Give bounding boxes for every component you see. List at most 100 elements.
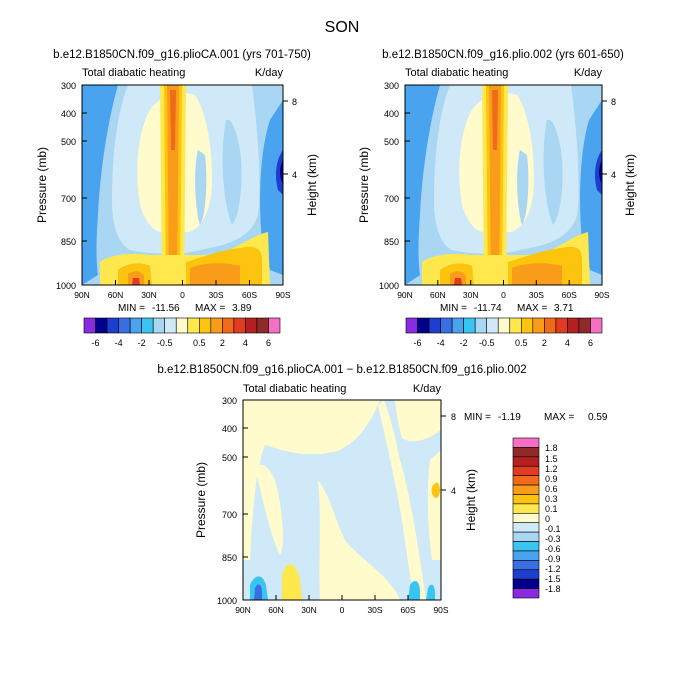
- colorbar-swatch-yellow: [187, 317, 200, 334]
- left-ytick-400: 400: [61, 109, 76, 119]
- colorbar-swatch-dred: [512, 456, 540, 467]
- panel-left-title: b.e12.B1850CN.f09_g16.plioCA.001 (yrs 70…: [53, 49, 311, 61]
- panel-right-title: b.e12.B1850CN.f09_g16.plio.002 (yrs 601-…: [382, 49, 624, 61]
- colorbar-swatch-vlblue: [486, 317, 499, 334]
- right-sh-blue: [580, 100, 602, 275]
- panel-diff-ylabel: Pressure (mb): [194, 462, 208, 538]
- colorbar-swatch-maroon: [512, 447, 540, 458]
- diff-cbar-label-13: -1.2: [545, 564, 561, 574]
- diff-xtick-60N: 60N: [268, 605, 284, 615]
- colorbar-swatch-gold: [198, 317, 212, 334]
- colorbar-swatch-red: [512, 465, 540, 476]
- right-ytick-300: 300: [384, 81, 399, 91]
- diff-cbar-label-5: 0.6: [545, 484, 558, 494]
- diff-max-value: 0.59: [588, 412, 608, 423]
- colorbar-swatch-gold: [512, 494, 540, 505]
- right-ytick-850: 850: [384, 237, 399, 247]
- colorbar-swatch-dblue: [428, 317, 441, 334]
- colorbar-swatch-navy: [512, 578, 540, 589]
- panel-diff-yticks: 300 400 500 700 850 1000: [217, 396, 248, 606]
- left-ytick-300: 300: [61, 81, 76, 91]
- panel-right: b.e12.B1850CN.f09_g16.plio.002 (yrs 601-…: [357, 49, 637, 348]
- colorbar-swatch-dred: [567, 317, 580, 334]
- colorbar-swatch-dorange: [512, 475, 540, 486]
- colorbar-swatch-maroon: [578, 317, 591, 334]
- right-cbar-label-8: 6: [588, 338, 593, 348]
- right-xtick-30N: 30N: [463, 290, 479, 300]
- left-ytick-850: 850: [61, 237, 76, 247]
- left-blue-blob-1: [195, 150, 207, 225]
- left-blue-blob-2: [222, 119, 242, 225]
- right-xtick-60S: 60S: [562, 290, 577, 300]
- diff-cbar-label-10: -0.3: [545, 534, 561, 544]
- left-cbar-label-4: -0.5: [157, 338, 173, 348]
- right-ytick-400: 400: [384, 109, 399, 119]
- diff-max-label: MAX =: [544, 412, 574, 423]
- right-rtick-4: 4: [611, 170, 616, 180]
- right-max-value: 3.71: [554, 303, 574, 314]
- colorbar-swatch-dred: [245, 317, 258, 334]
- colorbar-swatch-purple: [512, 588, 540, 599]
- right-ytick-500: 500: [384, 137, 399, 147]
- panel-diff-ylabel-right: Height (km): [464, 469, 478, 531]
- diff-colorbar-swatches: [512, 437, 540, 599]
- panel-diff-xticks: 90N 60N 30N 0 30S 60S 90S: [235, 595, 449, 615]
- colorbar-swatch-dorange: [222, 317, 235, 334]
- left-cbar-label-3: -2: [138, 338, 146, 348]
- left-cbar-label-7: 4: [243, 338, 248, 348]
- left-sh-blue: [260, 100, 283, 275]
- diff-gold-sh-spot: [431, 482, 440, 498]
- right-xtick-0: 0: [501, 290, 506, 300]
- panel-left-yticks: 300 400 500 700 850 1000: [56, 81, 87, 291]
- left-pbl-red: [132, 278, 140, 285]
- colorbar-swatch-orange: [512, 484, 540, 495]
- diff-blue-nh-sfc: [254, 584, 262, 600]
- diff-cbar-label-11: -0.6: [545, 544, 561, 554]
- diff-min-label: MIN =: [464, 412, 491, 423]
- left-xtick-0: 0: [180, 290, 185, 300]
- diff-ytick-300: 300: [222, 396, 237, 406]
- colorbar-swatch-gold: [520, 317, 534, 334]
- right-xtick-90S: 90S: [594, 290, 609, 300]
- left-itcz-orange: [167, 85, 179, 285]
- diff-cbar-label-8: 0: [545, 514, 550, 524]
- diff-cbar-label-3: 1.2: [545, 464, 558, 474]
- colorbar-swatch-dblue: [106, 317, 119, 334]
- right-cbar-label-3: -2: [460, 338, 468, 348]
- diff-ytick-500: 500: [222, 453, 237, 463]
- colorbar-swatch-pyellow: [497, 317, 511, 334]
- panel-left-ylabel: Pressure (mb): [35, 147, 49, 223]
- diff-xtick-90S: 90S: [433, 605, 448, 615]
- panel-left-xticks: 90N 60N 30N 0 30S 60S 90S: [74, 280, 291, 300]
- diff-min-value: -1.19: [498, 412, 521, 423]
- panel-diff-rticks: 8 4: [441, 412, 456, 496]
- diff-xtick-0: 0: [340, 605, 345, 615]
- colorbar-swatch-blue: [512, 560, 540, 571]
- left-xtick-60N: 60N: [108, 290, 124, 300]
- right-blue-blob-1: [517, 150, 529, 225]
- colorbar-swatch-pyellow: [512, 512, 540, 524]
- left-max-value: 3.89: [232, 303, 252, 314]
- left-sh-dblue: [275, 150, 283, 195]
- panel-left-stats: MIN = -11.56 MAX = 3.89: [118, 303, 252, 314]
- panel-right-colorbar: -6 -4 -2 -0.5 0.5 2 4 6: [405, 317, 603, 348]
- colorbar-swatch-cyan: [141, 317, 154, 334]
- diff-cbar-label-1: 1.8: [545, 443, 558, 453]
- right-min-value: -11.74: [474, 303, 502, 314]
- right-colorbar-swatches: [405, 317, 603, 334]
- left-pbl-orange-south: [190, 263, 240, 285]
- diff-ytick-700: 700: [222, 510, 237, 520]
- diff-yellow-nh-sfc: [282, 564, 302, 600]
- figure-title: SON: [325, 19, 360, 36]
- right-itcz-orange: [489, 85, 501, 285]
- diff-cbar-label-12: -0.9: [545, 554, 561, 564]
- colorbar-swatch-lblue: [512, 531, 540, 542]
- right-rtick-8: 8: [611, 97, 616, 107]
- colorbar-swatch-mblue: [129, 317, 142, 334]
- panel-right-ylabel-right: Height (km): [623, 154, 637, 216]
- diff-xtick-30S: 30S: [367, 605, 382, 615]
- diff-cbar-label-15: -1.8: [545, 584, 561, 594]
- panel-right-xticks: 90N 60N 30N 0 30S 60S 90S: [397, 280, 610, 300]
- colorbar-swatch-purple: [405, 317, 418, 334]
